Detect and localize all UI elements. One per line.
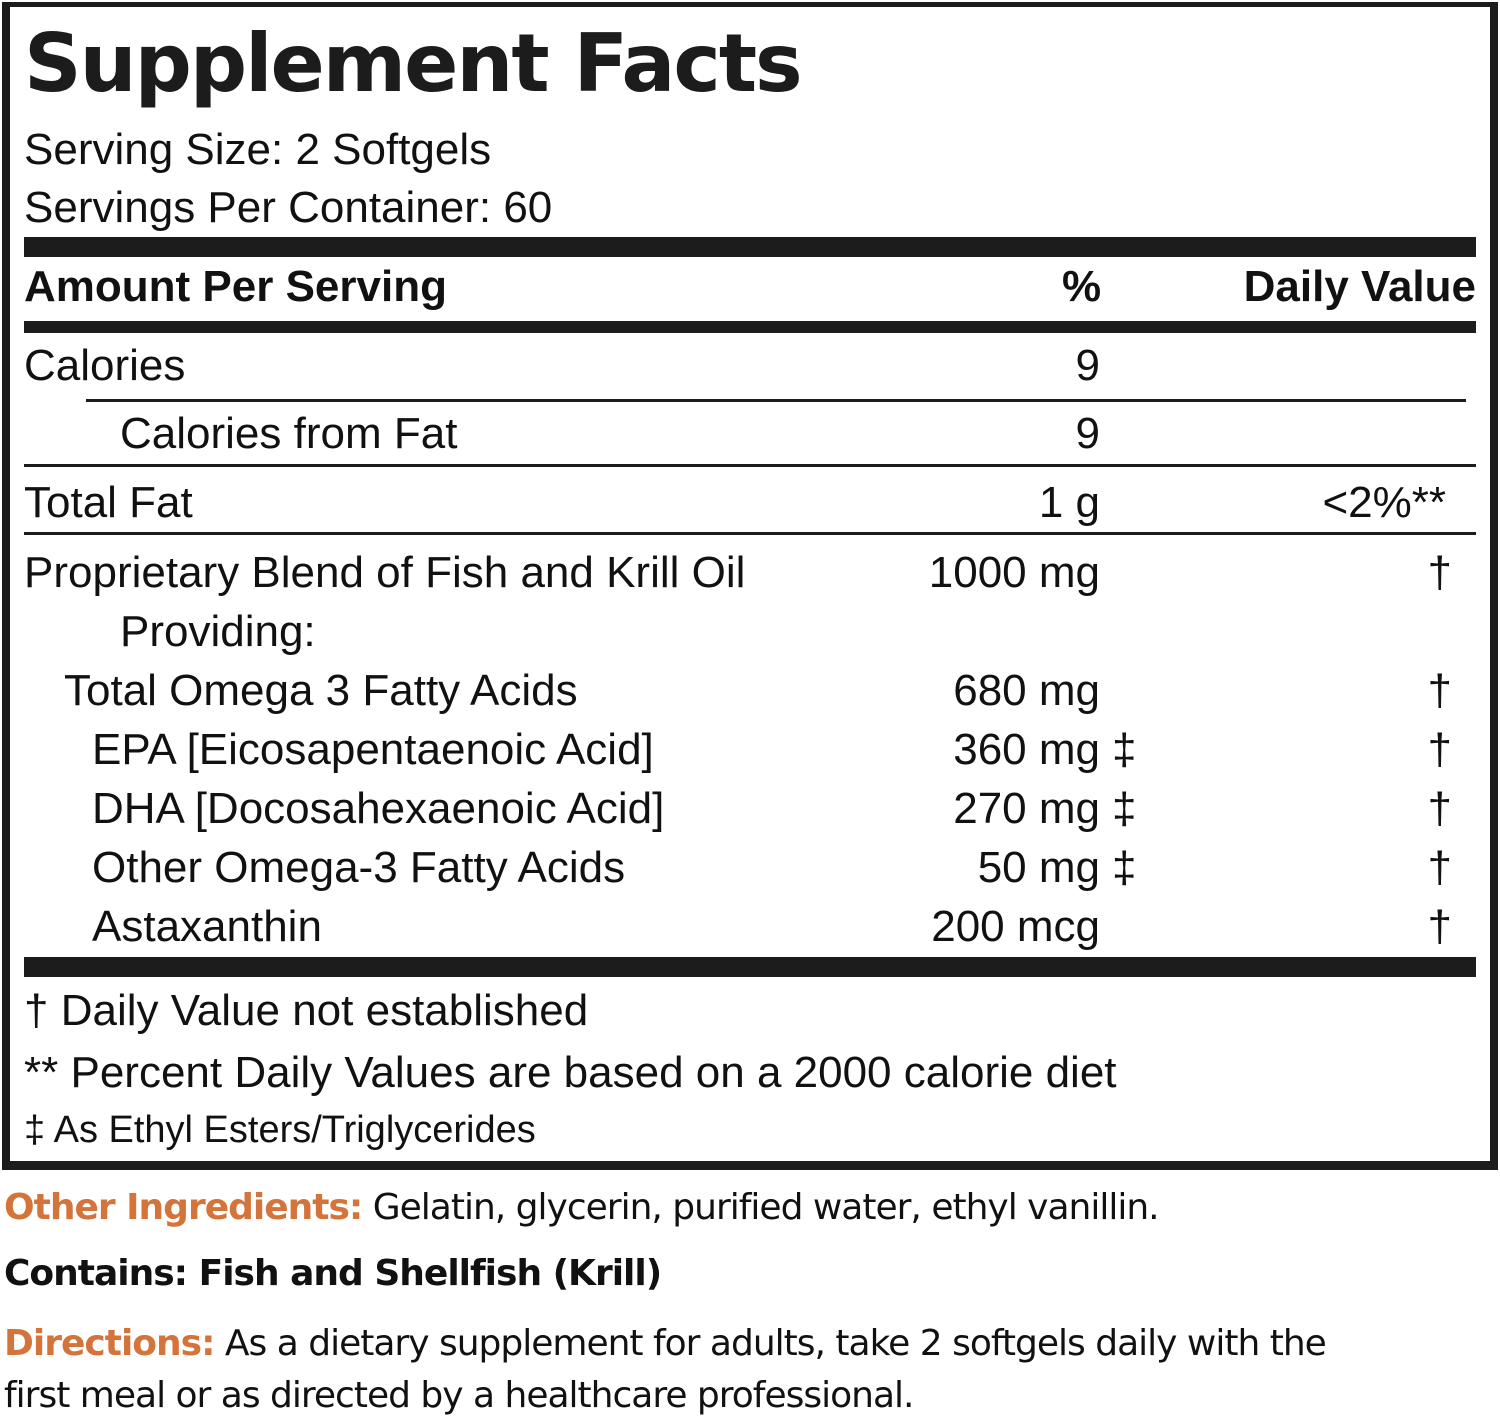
row-label: Calories (24, 341, 186, 390)
thick-divider (24, 237, 1476, 257)
row-amount: 9 (1075, 341, 1100, 390)
directions-text-line1: As a dietary supplement for adults, take… (214, 1323, 1327, 1364)
supplement-facts-panel (2, 2, 1498, 1170)
row-amount: 270 mg (953, 784, 1100, 833)
row-amount: 200 mcg (931, 902, 1100, 951)
row-label: Other Omega-3 Fatty Acids (92, 843, 626, 892)
directions: Directions: As a dietary supplement for … (4, 1322, 1327, 1366)
directions-text-line2: first meal or as directed by a healthcar… (4, 1375, 914, 1416)
row-label: Providing: (120, 607, 316, 656)
other-ingredients: Other Ingredients: Gelatin, glycerin, pu… (4, 1186, 1160, 1230)
dagger-marker: † (1427, 784, 1452, 833)
double-dagger-marker: ‡ (1112, 843, 1137, 892)
double-dagger-marker: ‡ (1112, 784, 1137, 833)
row-amount: 360 mg (953, 725, 1100, 774)
thin-divider (86, 399, 1466, 402)
dagger-marker: † (1427, 666, 1452, 715)
row-amount: 680 mg (953, 666, 1100, 715)
row-label: Total Omega 3 Fatty Acids (64, 666, 578, 715)
header-percent: % (1062, 262, 1102, 311)
dagger-marker: † (1427, 725, 1452, 774)
thin-divider (24, 464, 1476, 467)
row-amount: 50 mg (977, 843, 1100, 892)
double-dagger-marker: ‡ (1112, 725, 1137, 774)
row-label: DHA [Docosahexaenoic Acid] (92, 784, 665, 833)
directions-label: Directions: (4, 1323, 215, 1364)
footnote-ethyl-esters: ‡ As Ethyl Esters/Triglycerides (24, 1109, 536, 1151)
dagger-marker: † (1427, 843, 1452, 892)
thick-divider (24, 957, 1476, 977)
serving-size: Serving Size: 2 Softgels (24, 125, 492, 174)
header-amount-per-serving: Amount Per Serving (24, 262, 447, 311)
thin-divider (24, 532, 1476, 535)
servings-per-container: Servings Per Container: 60 (24, 183, 553, 232)
row-amount: 1000 mg (928, 548, 1100, 597)
dagger-marker: † (1427, 902, 1452, 951)
other-ingredients-text: Gelatin, glycerin, purified water, ethyl… (362, 1187, 1160, 1228)
allergen-statement: Contains: Fish and Shellfish (Krill) (4, 1253, 662, 1294)
row-label: Total Fat (24, 478, 193, 527)
header-daily-value: Daily Value (1243, 262, 1476, 311)
row-label: EPA [Eicosapentaenoic Acid] (92, 725, 654, 774)
row-label: Calories from Fat (120, 409, 458, 458)
row-label: Astaxanthin (92, 902, 322, 951)
footnote-percent-daily: ** Percent Daily Values are based on a 2… (24, 1048, 1117, 1097)
dagger-marker: † (1427, 548, 1452, 597)
medium-divider (24, 321, 1476, 333)
row-amount: 1 g (1038, 478, 1100, 527)
row-label: Proprietary Blend of Fish and Krill Oil (24, 548, 746, 597)
row-daily-value: <2%** (1322, 478, 1446, 527)
panel-title: Supplement Facts (24, 17, 803, 110)
row-amount: 9 (1075, 409, 1100, 458)
other-ingredients-label: Other Ingredients: (4, 1187, 363, 1228)
footnote-daily-value: † Daily Value not established (24, 986, 589, 1035)
